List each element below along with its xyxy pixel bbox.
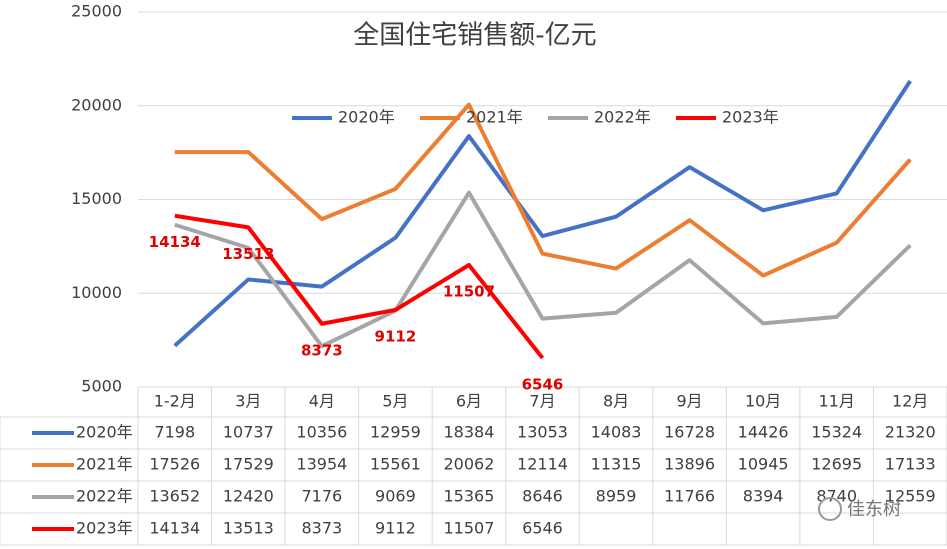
table-cell: 10356	[296, 423, 347, 442]
x-tick-label: 6月	[456, 392, 482, 411]
data-label: 13513	[222, 245, 274, 263]
table-cell: 18384	[444, 423, 495, 442]
table-cell: 15365	[444, 487, 495, 506]
table-cell: 11507	[444, 519, 495, 538]
table-cell: 15561	[370, 455, 421, 474]
data-label: 9112	[375, 327, 417, 345]
table-cell: 10737	[223, 423, 274, 442]
legend-label: 2021年	[466, 108, 523, 127]
data-label: 11507	[443, 282, 495, 300]
series-line	[174, 190, 912, 349]
legend-label: 2022年	[594, 108, 651, 127]
table-cell: 13896	[664, 455, 715, 474]
series-line	[173, 79, 912, 348]
table-cell: 12695	[811, 455, 862, 474]
y-tick-label: 15000	[71, 189, 122, 208]
table-cell: 9112	[375, 519, 416, 538]
x-tick-label: 7月	[529, 392, 555, 411]
table-cell: 12959	[370, 423, 421, 442]
legend-label: 2023年	[722, 108, 779, 127]
table-cell: 21320	[885, 423, 936, 442]
legend-label: 2020年	[338, 108, 395, 127]
table-cell: 14083	[591, 423, 642, 442]
y-tick-label: 20000	[71, 95, 122, 114]
data-label: 6546	[522, 376, 564, 394]
table-cell: 7176	[302, 487, 343, 506]
x-tick-label: 5月	[382, 392, 408, 411]
x-tick-label: 3月	[235, 392, 261, 411]
table-cell: 7198	[154, 423, 195, 442]
x-tick-label: 10月	[745, 392, 781, 411]
table-row-label: 2023年	[76, 519, 133, 538]
table-cell: 16728	[664, 423, 715, 442]
table-cell: 6546	[522, 519, 563, 538]
table-cell: 13652	[149, 487, 200, 506]
table-cell: 20062	[444, 455, 495, 474]
watermark-icon	[818, 497, 842, 521]
table-cell: 14426	[738, 423, 789, 442]
table-cell: 17526	[149, 455, 200, 474]
y-tick-label: 5000	[81, 377, 122, 396]
x-tick-label: 11月	[818, 392, 854, 411]
table-cell: 11766	[664, 487, 715, 506]
table-cell: 12420	[223, 487, 274, 506]
x-tick-label: 12月	[892, 392, 928, 411]
table-cell: 17529	[223, 455, 274, 474]
table-cell: 13513	[223, 519, 274, 538]
series-line	[174, 102, 912, 278]
series-line	[174, 213, 545, 360]
table-row-label: 2022年	[76, 487, 133, 506]
table-cell: 13954	[296, 455, 347, 474]
table-cell: 8373	[302, 519, 343, 538]
table-cell: 15324	[811, 423, 862, 442]
table-cell: 11315	[591, 455, 642, 474]
table-cell: 14134	[149, 519, 200, 538]
table-cell: 12559	[885, 487, 936, 506]
x-tick-label: 1-2月	[154, 392, 196, 411]
table-row-label: 2021年	[76, 455, 133, 474]
table-cell: 12114	[517, 455, 568, 474]
data-label: 14134	[149, 233, 201, 251]
x-tick-label: 4月	[309, 392, 335, 411]
table-cell: 8394	[743, 487, 784, 506]
table-cell: 9069	[375, 487, 416, 506]
table-cell: 13053	[517, 423, 568, 442]
y-tick-label: 25000	[71, 2, 122, 21]
table-cell: 8740	[816, 487, 857, 506]
table-cell: 8959	[596, 487, 637, 506]
table-cell: 17133	[885, 455, 936, 474]
y-tick-label: 10000	[71, 283, 122, 302]
table-row-label: 2020年	[76, 423, 133, 442]
table-cell: 8646	[522, 487, 563, 506]
watermark: 佳东树	[847, 499, 901, 520]
chart-title: 全国住宅销售额-亿元	[353, 21, 596, 51]
x-tick-label: 8月	[603, 392, 629, 411]
table-cell: 10945	[738, 455, 789, 474]
data-label: 8373	[301, 341, 343, 359]
x-tick-label: 9月	[676, 392, 702, 411]
